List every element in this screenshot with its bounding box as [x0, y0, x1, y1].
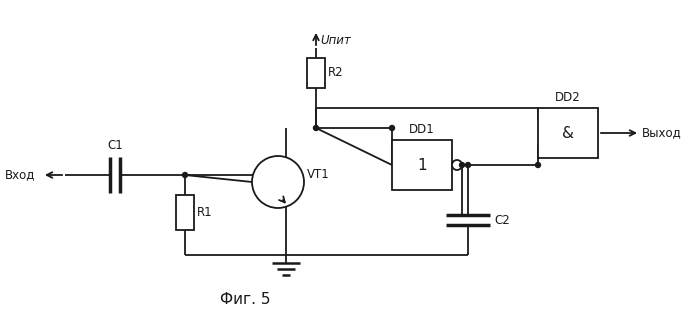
Circle shape [466, 163, 470, 167]
Text: Фиг. 5: Фиг. 5 [220, 293, 270, 307]
Circle shape [452, 160, 462, 170]
Text: &: & [562, 126, 574, 140]
Text: 1: 1 [417, 158, 427, 172]
Circle shape [314, 126, 318, 131]
Text: DD2: DD2 [555, 91, 581, 104]
Bar [392, 140, 452, 190]
Circle shape [389, 126, 395, 131]
Text: C2: C2 [494, 214, 510, 226]
Text: R1: R1 [197, 205, 213, 219]
Text: DD1: DD1 [409, 123, 435, 136]
Bar [176, 195, 194, 230]
Text: R2: R2 [328, 67, 344, 79]
Circle shape [536, 163, 540, 167]
Circle shape [459, 163, 465, 167]
Circle shape [252, 156, 304, 208]
Text: Вход: Вход [5, 169, 36, 181]
Bar [538, 108, 598, 158]
Text: VT1: VT1 [307, 167, 330, 181]
Text: C1: C1 [107, 139, 123, 152]
Circle shape [183, 172, 188, 177]
Text: Uпит: Uпит [320, 34, 351, 46]
Text: Выход: Выход [642, 127, 682, 139]
Bar [307, 58, 325, 88]
